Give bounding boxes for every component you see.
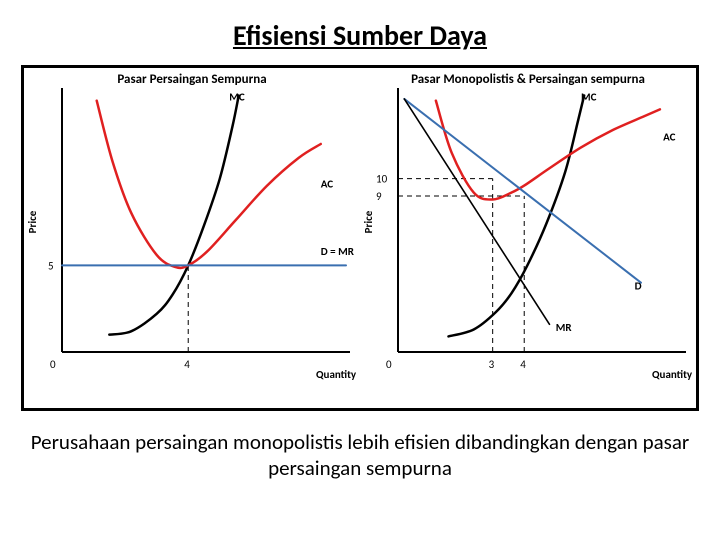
subtitle-text: Perusahaan persaingan monopolistis lebih…: [30, 429, 690, 482]
svg-text:3: 3: [489, 358, 495, 371]
svg-text:9: 9: [376, 190, 382, 203]
svg-text:0: 0: [50, 358, 56, 371]
chart-perfect-competition: Pasar Persaingan Sempurna PriceQuantity0…: [24, 68, 360, 408]
page-title: Efisiensi Sumber Daya: [0, 18, 720, 53]
chart-left-svg: Price Quantity 0 MC AC D = MR 4 5: [24, 68, 360, 388]
svg-text:4: 4: [520, 358, 526, 371]
svg-text:5: 5: [48, 259, 54, 272]
charts-container: Pasar Persaingan Sempurna PriceQuantity0…: [21, 65, 699, 411]
svg-text:AC: AC: [663, 131, 676, 144]
svg-text:Quantity: Quantity: [316, 368, 357, 381]
svg-text:0: 0: [386, 358, 392, 371]
svg-text:AC: AC: [321, 177, 334, 190]
svg-text:Quantity: Quantity: [652, 368, 693, 381]
svg-text:4: 4: [184, 358, 190, 371]
svg-text:Price: Price: [362, 210, 375, 233]
svg-text:Price: Price: [26, 210, 39, 233]
svg-text:10: 10: [376, 173, 388, 186]
svg-text:D: D: [635, 280, 642, 293]
svg-text:MC: MC: [581, 91, 597, 104]
svg-text:D = MR: D = MR: [321, 245, 355, 258]
chart-right-svg: Price Quantity 0 MC AC D MR 3 4 9 10: [360, 68, 696, 388]
svg-text:MC: MC: [229, 91, 245, 104]
svg-text:MR: MR: [556, 321, 573, 334]
chart-monopolistic: Pasar Monopolistis & Persaingan sempurna…: [360, 68, 696, 408]
